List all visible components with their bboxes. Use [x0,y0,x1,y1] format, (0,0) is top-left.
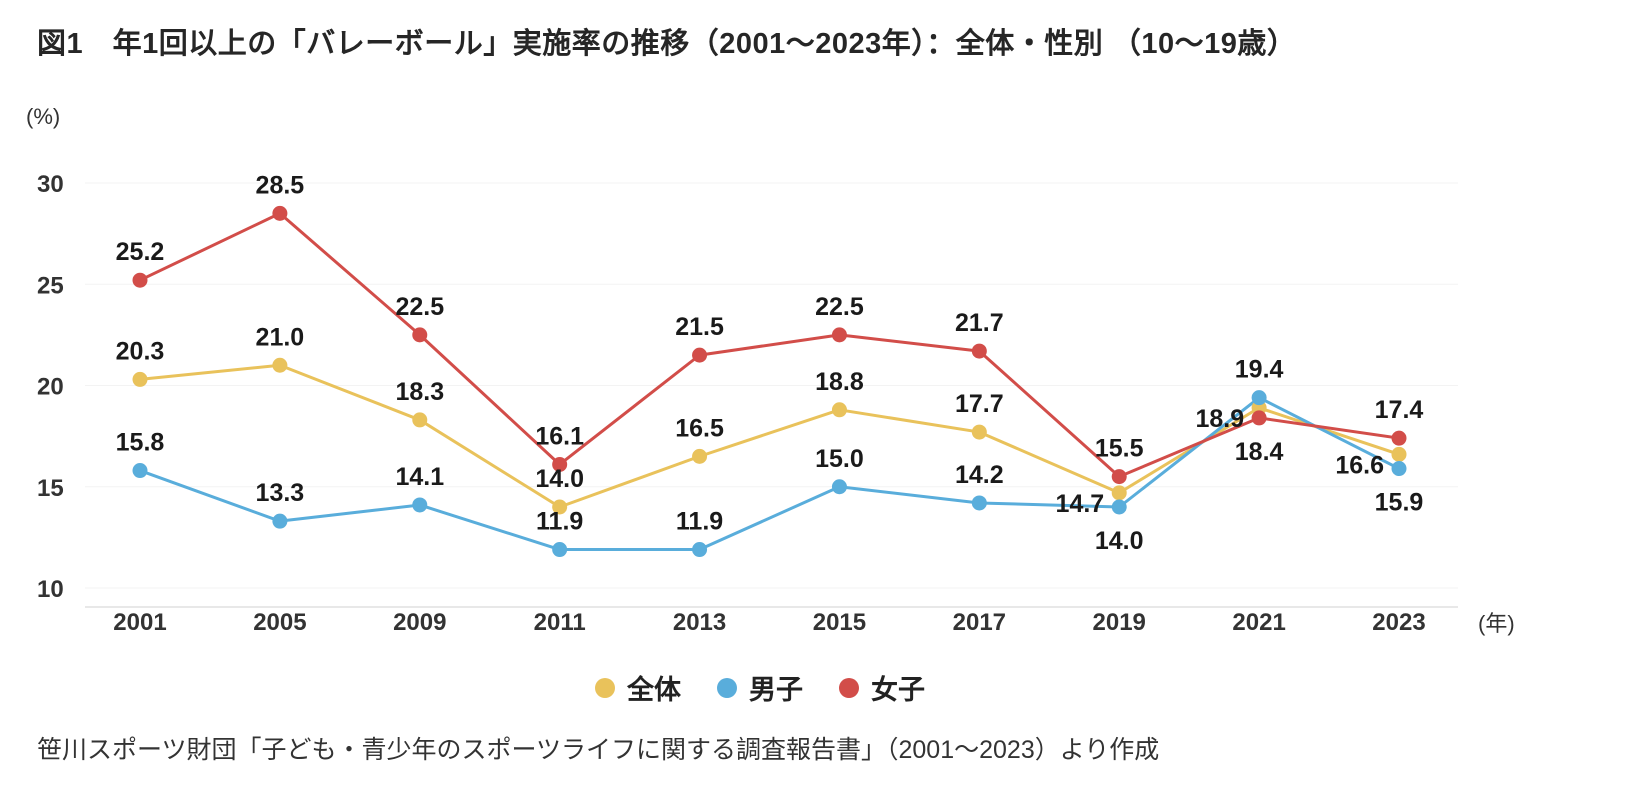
data-point-boys [552,542,568,558]
data-label-total: 14.7 [1056,490,1105,518]
data-point-total [412,412,428,428]
data-point-girls [272,205,288,221]
legend-label-girls: 女子 [871,675,925,705]
data-point-total [1391,446,1407,462]
data-label-boys: 19.4 [1235,356,1284,384]
y-tick-label: 15 [37,475,64,502]
x-tick-label: 2015 [813,609,866,636]
data-label-total: 20.3 [116,337,165,365]
data-label-girls: 18.4 [1235,438,1284,466]
legend-label-total: 全体 [627,675,681,705]
data-point-boys [971,495,987,511]
data-label-boys: 11.9 [536,508,583,536]
x-tick-label: 2021 [1232,609,1285,636]
data-label-boys: 14.1 [395,463,444,491]
data-label-boys: 15.9 [1375,489,1424,517]
data-label-boys: 13.3 [256,479,305,507]
x-tick-label: 2011 [534,609,586,636]
data-label-girls: 17.4 [1375,396,1424,424]
data-point-boys [412,497,428,513]
data-point-boys [132,463,148,479]
data-label-boys: 14.0 [1095,527,1144,555]
data-label-total: 16.6 [1335,451,1384,479]
series-line-girls [138,211,1401,479]
data-point-girls [971,343,987,359]
data-point-boys [272,513,288,529]
data-label-girls: 28.5 [256,171,305,199]
legend-swatch-total-icon [595,677,615,698]
legend-swatch-boys-icon [717,677,737,698]
data-label-total: 18.8 [815,368,864,396]
y-axis-unit-label: (%) [26,104,61,129]
data-point-total [272,357,288,373]
data-point-boys [831,479,847,495]
data-point-girls [1111,469,1127,485]
legend-item-girls: 女子 [839,668,925,707]
data-label-total: 17.7 [955,390,1004,418]
data-point-girls [132,272,148,288]
data-label-total: 18.3 [395,378,444,406]
data-label-girls: 16.1 [535,422,584,450]
series-line-total [138,363,1401,509]
data-point-boys [1391,461,1407,477]
y-tick-label: 10 [37,576,64,603]
data-point-girls [831,327,847,343]
line-chart: 10 15 20 25 30 2001 2005 2009 2011 2013 2015 2017 20… [37,171,1458,636]
data-point-boys [692,542,708,558]
series-line-boys [138,396,1401,552]
legend-swatch-girls-icon [839,677,859,698]
data-point-boys [1251,390,1267,406]
chart-title: 図1 年1回以上の「バレーボール」実施率の推移（2001～2023年）：全体・性… [37,28,1297,60]
data-label-total: 21.0 [256,323,305,351]
x-tick-label: 2013 [673,609,726,636]
data-label-boys: 15.0 [815,445,864,473]
data-label-girls: 21.7 [955,309,1004,337]
data-point-total [831,402,847,418]
data-label-girls: 15.5 [1095,435,1144,463]
x-tick-label: 2001 [113,609,166,636]
data-point-total [971,424,987,440]
x-tick-label: 2009 [393,609,446,636]
data-point-total [692,448,708,464]
data-label-total: 18.9 [1195,405,1244,433]
data-point-girls [552,456,568,472]
x-axis-unit-label: (年) [1478,611,1515,636]
x-tick-label: 2005 [253,609,306,636]
x-tick-label: 2019 [1093,609,1146,636]
legend-item-total: 全体 [595,668,681,707]
data-label-boys: 15.8 [116,429,165,457]
x-tick-label: 2017 [953,609,1006,636]
data-label-boys: 14.2 [955,461,1004,489]
data-point-girls [412,327,428,343]
y-tick-label: 30 [37,171,64,198]
y-tick-label: 25 [37,272,64,299]
data-point-boys [1111,499,1127,515]
data-label-girls: 25.2 [116,238,165,266]
legend-item-boys: 男子 [717,668,803,707]
data-label-boys: 11.9 [676,508,723,536]
data-label-total: 14.0 [535,465,584,493]
data-label-total: 16.5 [675,414,724,442]
data-point-total [132,371,148,387]
data-point-girls [692,347,708,363]
y-tick-label: 20 [37,374,64,401]
source-note: 笹川スポーツ財団「子ども・青少年のスポーツライフに関する調査報告書」（2001～… [37,736,1160,764]
data-point-total [1111,485,1127,501]
data-label-girls: 22.5 [395,293,444,321]
chart-legend: 全体 男子 女子 [0,668,1580,707]
x-tick-label: 2023 [1372,609,1425,636]
data-point-total [552,499,568,515]
legend-label-boys: 男子 [749,675,803,705]
data-label-girls: 22.5 [815,293,864,321]
data-label-girls: 21.5 [675,313,724,341]
data-point-girls [1391,430,1407,446]
data-point-girls [1251,410,1267,426]
